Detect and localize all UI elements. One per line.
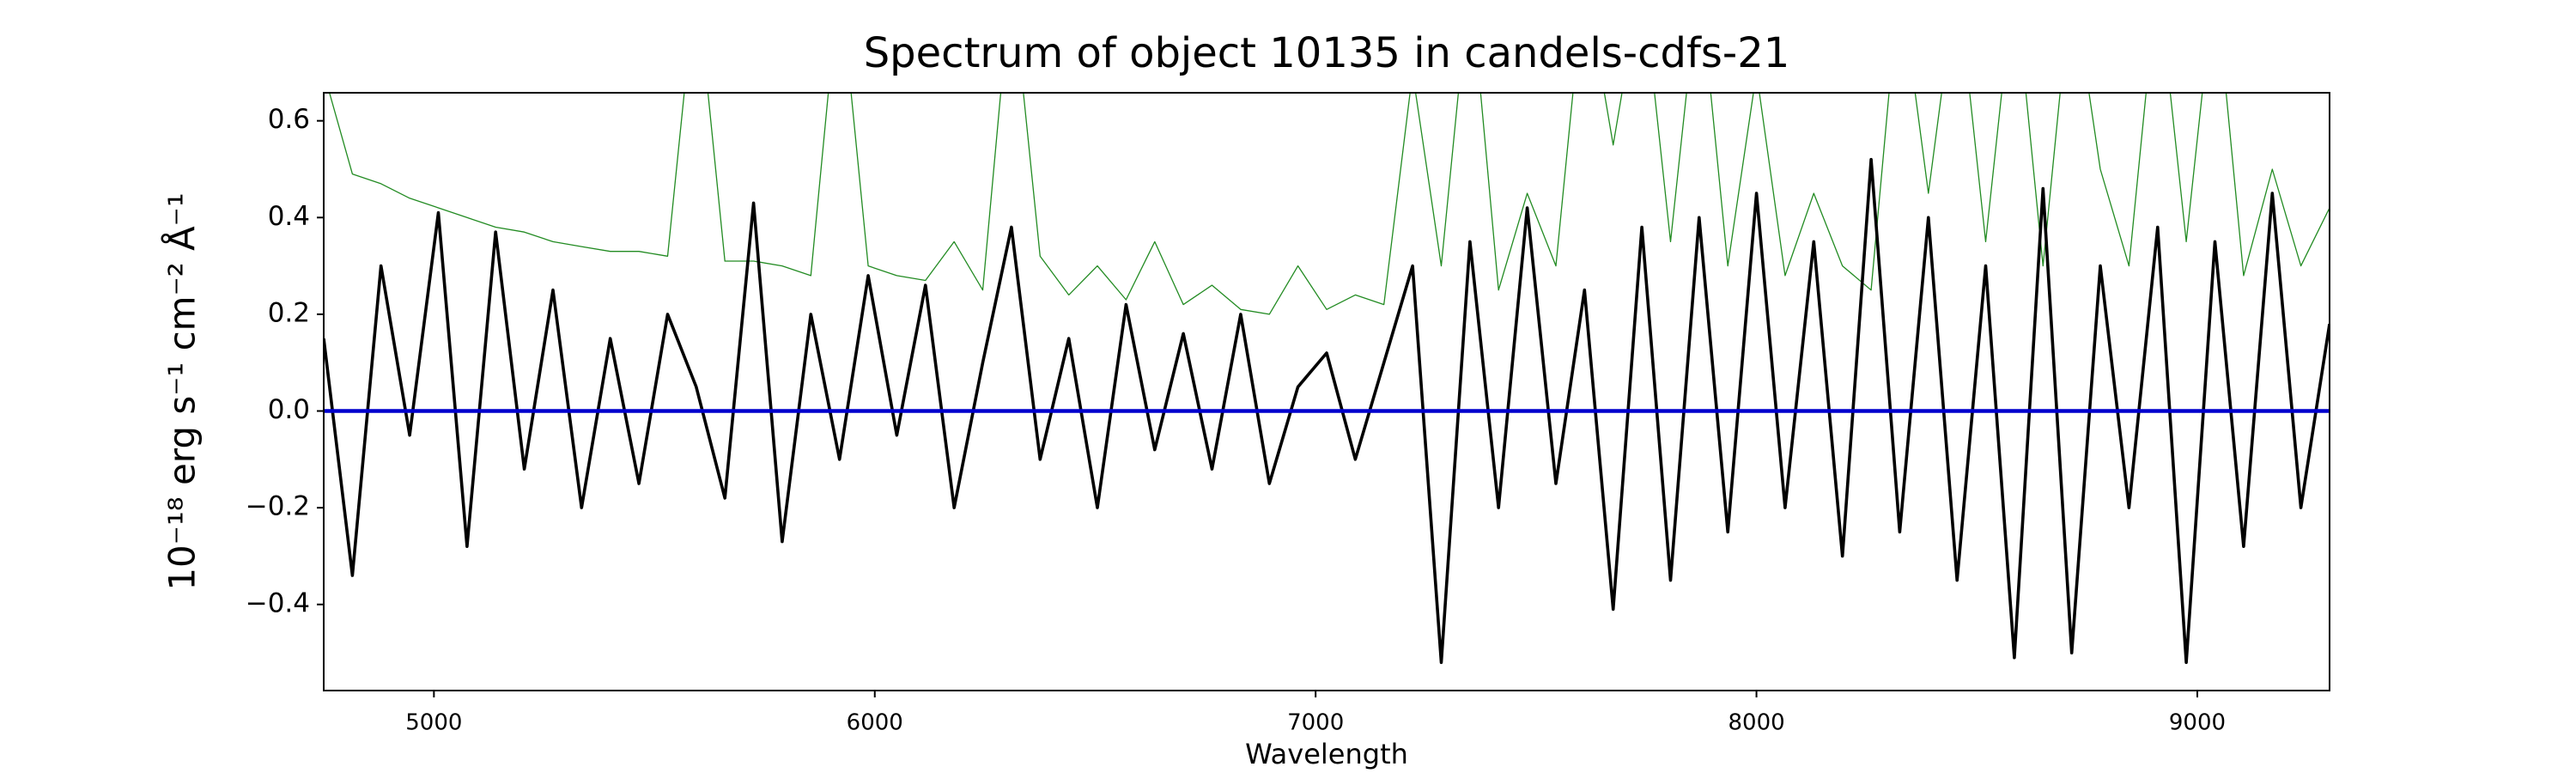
axes-frame	[323, 92, 2330, 691]
spectrum-line	[324, 157, 2330, 665]
x-axis-label: Wavelength	[1245, 738, 1408, 770]
x-tick-label: 9000	[2169, 710, 2226, 736]
x-tick-label: 5000	[405, 710, 462, 736]
y-tick-label: −0.2	[246, 491, 310, 522]
y-axis-label: 10⁻¹⁸ erg s⁻¹ cm⁻² Å⁻¹	[161, 192, 204, 590]
chart-title: Spectrum of object 10135 in candels-cdfs…	[864, 29, 1790, 77]
spectrum-line	[329, 93, 2330, 315]
y-tick-label: 0.4	[268, 201, 310, 232]
y-tick-label: 0.6	[268, 104, 310, 135]
plot-area	[324, 93, 2330, 665]
x-tick-label: 8000	[1728, 710, 1784, 736]
x-tick-label: 6000	[847, 710, 903, 736]
x-tick-label: 7000	[1287, 710, 1344, 736]
y-tick-label: −0.4	[246, 587, 310, 618]
y-tick-label: 0.0	[268, 394, 310, 425]
y-tick-label: 0.2	[268, 297, 310, 328]
